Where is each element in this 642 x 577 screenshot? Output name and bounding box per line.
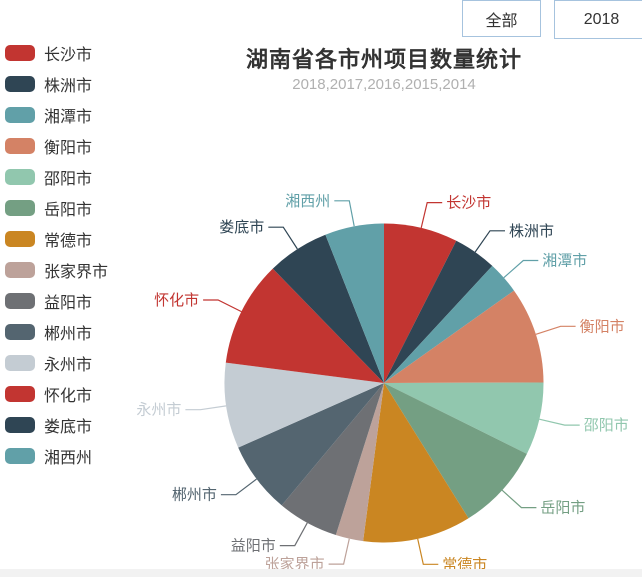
- filter-year-2018-button[interactable]: 2018: [554, 0, 642, 39]
- legend-item-湘潭市[interactable]: 湘潭市: [5, 106, 108, 126]
- pie-slice-邵阳市[interactable]: [384, 382, 544, 454]
- legend-label: 衡阳市: [44, 139, 93, 157]
- pie-label-长沙市: 长沙市: [446, 195, 491, 212]
- pie-slice-张家界市[interactable]: [335, 383, 384, 542]
- pie-label-line-湘西州: [334, 200, 355, 227]
- legend-label: 岳阳市: [44, 201, 93, 219]
- legend-item-岳阳市[interactable]: 岳阳市: [5, 199, 108, 219]
- legend-swatch: [5, 261, 35, 278]
- legend-item-常德市[interactable]: 常德市: [5, 230, 108, 250]
- pie-label-line-邵阳市: [539, 418, 580, 426]
- pie-label-株洲市: 株洲市: [509, 223, 554, 240]
- legend-swatch: [5, 447, 35, 464]
- pie-slice-永州市[interactable]: [224, 362, 384, 448]
- pie-slice-郴州市[interactable]: [238, 383, 384, 506]
- pie-slice-娄底市[interactable]: [272, 234, 384, 383]
- legend-swatch: [5, 230, 35, 247]
- pie-label-怀化市: 怀化市: [154, 292, 199, 309]
- pie-label-常德市: 常德市: [442, 555, 487, 573]
- pie-slice-株洲市[interactable]: [384, 240, 493, 383]
- pie-label-娄底市: 娄底市: [219, 219, 264, 236]
- legend-swatch: [5, 137, 35, 154]
- filter-all-button[interactable]: 全部: [462, 0, 541, 37]
- legend-label: 郴州市: [44, 325, 93, 343]
- pie-slice-湘潭市[interactable]: [384, 265, 514, 383]
- legend-label: 常德市: [44, 232, 93, 250]
- pie-label-湘潭市: 湘潭市: [542, 253, 587, 270]
- legend-item-株洲市[interactable]: 株洲市: [5, 75, 108, 95]
- legend-swatch: [5, 44, 35, 61]
- pie-slice-岳阳市[interactable]: [384, 383, 527, 519]
- pie-label-line-岳阳市: [501, 489, 537, 509]
- chart-subtitle: 2018,2017,2016,2015,2014: [292, 76, 476, 93]
- legend: 长沙市株洲市湘潭市衡阳市邵阳市岳阳市常德市张家界市益阳市郴州市永州市怀化市娄底市…: [5, 44, 108, 467]
- pie-label-line-益阳市: [279, 522, 308, 547]
- legend-item-长沙市[interactable]: 长沙市: [5, 44, 108, 64]
- pie-label-line-怀化市: [203, 299, 242, 313]
- legend-swatch: [5, 292, 35, 309]
- legend-swatch: [5, 416, 35, 433]
- legend-label: 邵阳市: [44, 170, 93, 188]
- legend-label: 株洲市: [44, 77, 93, 95]
- pie-label-湘西州: 湘西州: [285, 193, 330, 210]
- legend-label: 怀化市: [44, 387, 93, 405]
- pie-label-郴州市: 郴州市: [172, 487, 217, 504]
- legend-item-娄底市[interactable]: 娄底市: [5, 416, 108, 436]
- pie-label-line-娄底市: [268, 226, 298, 250]
- legend-item-郴州市[interactable]: 郴州市: [5, 323, 108, 343]
- chart-title: 湖南省各市州项目数量统计: [245, 47, 523, 72]
- pie-label-line-长沙市: [420, 202, 443, 229]
- pie-slice-益阳市[interactable]: [281, 383, 384, 535]
- legend-item-益阳市[interactable]: 益阳市: [5, 292, 108, 312]
- legend-swatch: [5, 75, 35, 92]
- pie-label-衡阳市: 衡阳市: [580, 318, 625, 335]
- legend-item-衡阳市[interactable]: 衡阳市: [5, 137, 108, 157]
- legend-label: 长沙市: [44, 46, 93, 64]
- legend-swatch: [5, 106, 35, 123]
- legend-swatch: [5, 199, 35, 216]
- pie-label-line-衡阳市: [535, 325, 576, 335]
- pie-label-line-张家界市: [328, 538, 350, 565]
- legend-item-湘西州[interactable]: 湘西州: [5, 447, 108, 467]
- legend-swatch: [5, 168, 35, 185]
- pie-label-张家界市: 张家界市: [265, 556, 325, 573]
- pie-label-岳阳市: 岳阳市: [540, 500, 585, 517]
- legend-swatch: [5, 354, 35, 371]
- pie-label-line-株洲市: [474, 230, 505, 253]
- pie-label-永州市: 永州市: [136, 402, 181, 419]
- legend-label: 湘潭市: [44, 108, 93, 126]
- pie-label-邵阳市: 邵阳市: [584, 417, 629, 434]
- pie-label-line-永州市: [185, 405, 227, 411]
- legend-item-永州市[interactable]: 永州市: [5, 354, 108, 374]
- legend-label: 张家界市: [44, 263, 109, 281]
- pie-slice-常德市[interactable]: [363, 383, 469, 543]
- pie-slice-衡阳市[interactable]: [384, 290, 544, 383]
- legend-item-张家界市[interactable]: 张家界市: [5, 261, 108, 281]
- pie-label-line-郴州市: [220, 478, 257, 496]
- legend-label: 益阳市: [44, 294, 93, 312]
- pie-slice-怀化市[interactable]: [225, 268, 384, 383]
- pie-label-line-湘潭市: [503, 259, 539, 279]
- pie-label-益阳市: 益阳市: [231, 538, 276, 555]
- pie-slice-长沙市[interactable]: [384, 223, 457, 384]
- pie-label-line-常德市: [417, 538, 439, 565]
- legend-swatch: [5, 323, 35, 340]
- legend-label: 娄底市: [44, 418, 93, 436]
- footer-bar: [0, 569, 642, 577]
- legend-item-怀化市[interactable]: 怀化市: [5, 385, 108, 405]
- legend-label: 永州市: [44, 356, 93, 374]
- legend-item-邵阳市[interactable]: 邵阳市: [5, 168, 108, 188]
- legend-swatch: [5, 385, 35, 402]
- pie-slice-湘西州[interactable]: [325, 223, 384, 384]
- legend-label: 湘西州: [44, 449, 93, 467]
